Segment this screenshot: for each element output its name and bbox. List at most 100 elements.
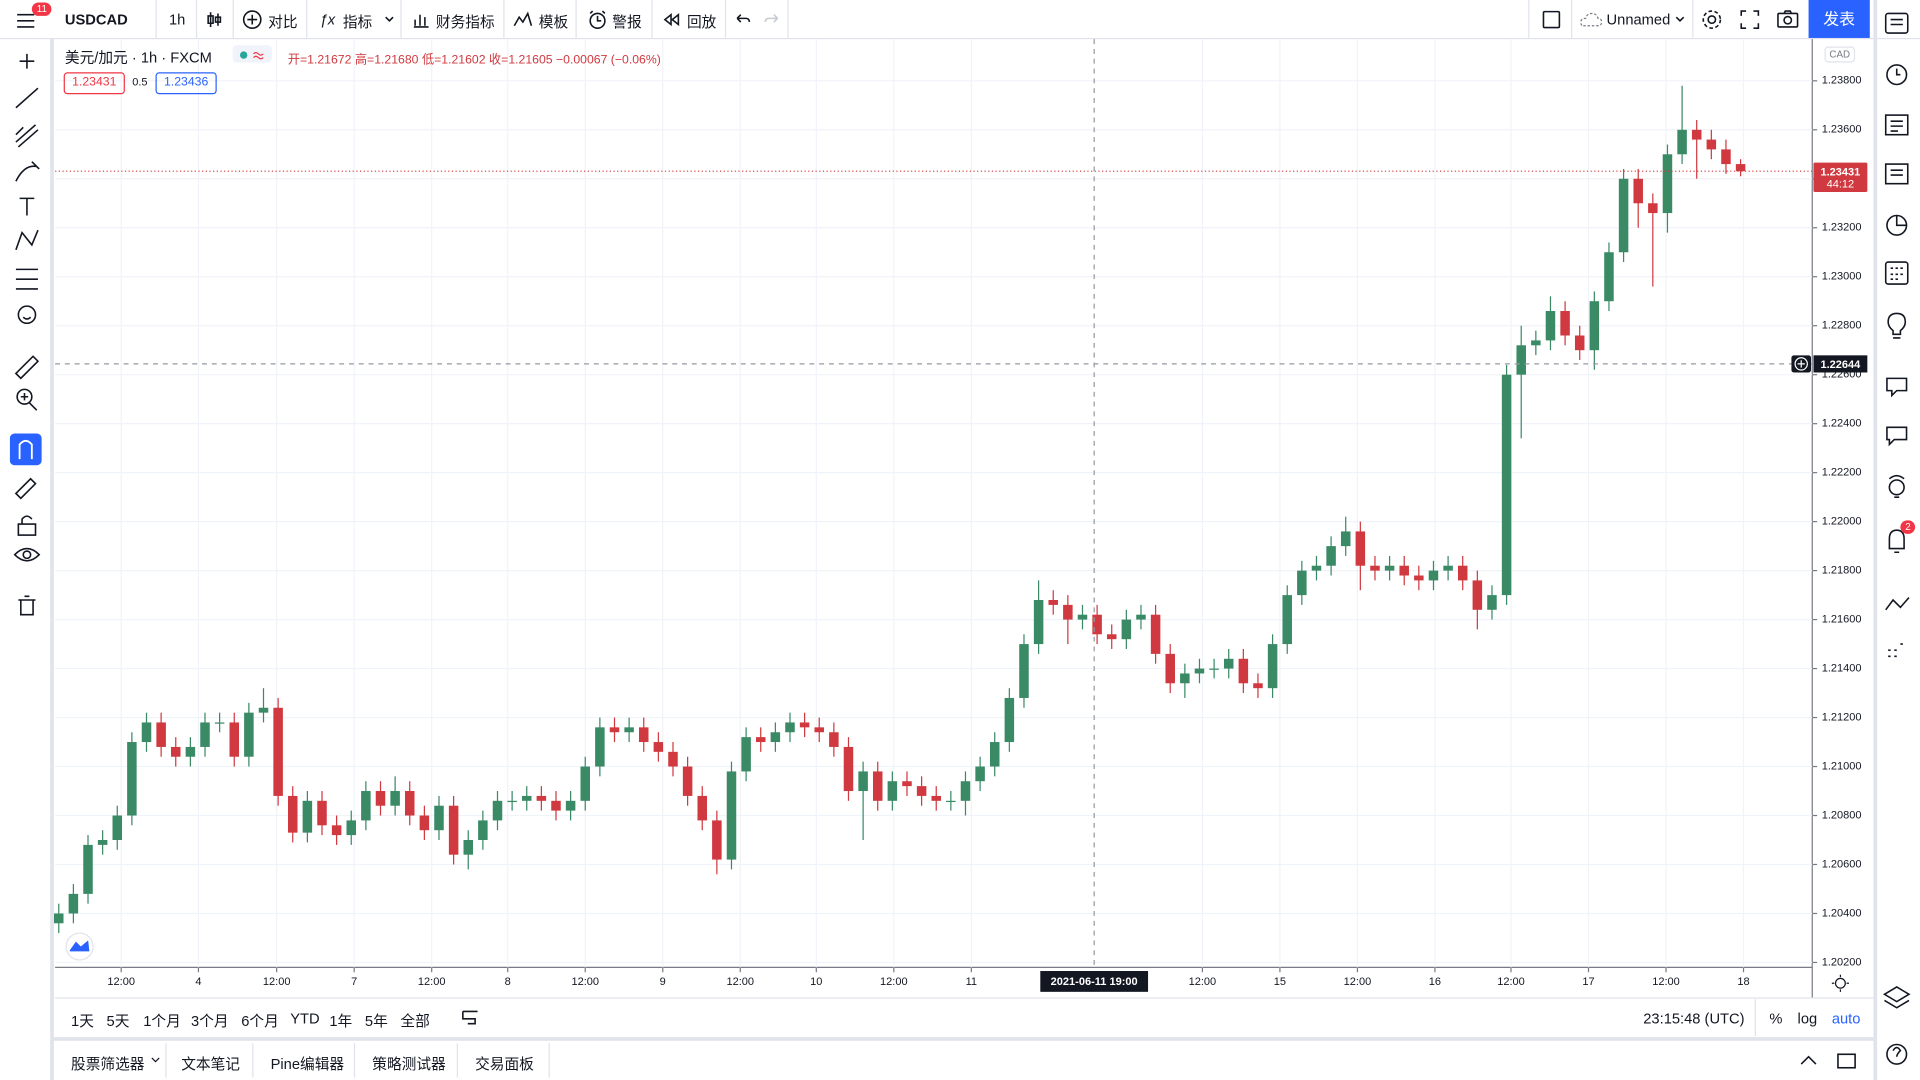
- candle-body: [1457, 565, 1468, 581]
- screenshot-icon[interactable]: [1777, 9, 1799, 29]
- candle-body: [1340, 531, 1351, 547]
- y-tick-label: 1.21200: [1822, 711, 1862, 723]
- alert-icon[interactable]: [587, 9, 609, 31]
- candle-body: [1428, 570, 1439, 581]
- candle-body: [273, 707, 283, 796]
- fx-icon: ƒx: [319, 11, 336, 29]
- auto-toggle[interactable]: auto: [1831, 1010, 1861, 1028]
- last-price-box: [1813, 162, 1868, 192]
- menu-icon[interactable]: [15, 10, 39, 30]
- y-tick-label: 1.21400: [1822, 662, 1862, 674]
- candle-body: [1223, 658, 1234, 669]
- panel-tab[interactable]: Pine编辑器: [270, 1055, 345, 1073]
- legend-title: 美元/加元 · 1h · FXCM: [64, 48, 212, 67]
- range-button[interactable]: 5天: [106, 1012, 130, 1030]
- x-tick-label: 18: [1737, 976, 1749, 988]
- range-button[interactable]: 1年: [329, 1012, 353, 1030]
- settings-icon[interactable]: [1701, 9, 1723, 31]
- candle-body: [68, 893, 79, 914]
- percent-toggle[interactable]: %: [1769, 1010, 1783, 1028]
- y-tick-label: 1.20800: [1822, 809, 1862, 821]
- crosshair-price-label: 1.22644: [1820, 359, 1861, 371]
- candle-body: [638, 727, 649, 743]
- x-tick-label: 12:00: [1652, 976, 1680, 988]
- candle-body: [536, 795, 547, 801]
- compare[interactable]: 对比: [268, 13, 298, 31]
- select-icon[interactable]: [1542, 10, 1562, 30]
- templates-icon[interactable]: [513, 10, 533, 30]
- candle-body: [448, 805, 459, 855]
- dropdown-icon[interactable]: [149, 1056, 161, 1066]
- x-tick-label: 8: [505, 976, 511, 988]
- indicators[interactable]: 指标: [342, 13, 373, 31]
- candle-body: [1048, 600, 1058, 605]
- countdown: 44:12: [1827, 179, 1855, 191]
- candle-body: [1721, 149, 1731, 165]
- financials-icon[interactable]: [411, 10, 431, 30]
- replay[interactable]: 回放: [686, 13, 717, 31]
- y-tick-label: 1.20600: [1822, 858, 1862, 870]
- panel-tab[interactable]: 股票筛选器: [71, 1055, 145, 1073]
- date-range-icon[interactable]: [460, 1009, 480, 1026]
- candle-body: [960, 781, 971, 801]
- replay-icon[interactable]: [662, 11, 682, 28]
- x-tick-label: 12:00: [1189, 976, 1217, 988]
- financials[interactable]: 财务指标: [435, 13, 495, 31]
- candle-body: [1077, 614, 1088, 620]
- range-button[interactable]: 3个月: [191, 1012, 229, 1030]
- alert[interactable]: 警报: [612, 13, 642, 31]
- chart-type-icon[interactable]: [204, 10, 224, 30]
- interval[interactable]: 1h: [168, 11, 186, 29]
- fullscreen-icon[interactable]: [1740, 10, 1760, 30]
- candle-body: [127, 742, 137, 816]
- x-tick-label: 12:00: [880, 976, 908, 988]
- publish-button[interactable]: 发表: [1808, 0, 1870, 38]
- candle-body: [1267, 644, 1278, 689]
- candle-body: [1706, 139, 1717, 150]
- tab-divider: [456, 1043, 458, 1078]
- panel-controls[interactable]: [1799, 1051, 1872, 1071]
- log-toggle[interactable]: log: [1797, 1010, 1818, 1028]
- panel-tab[interactable]: 策略测试器: [372, 1055, 446, 1073]
- range-button[interactable]: 全部: [400, 1012, 430, 1030]
- buy-button[interactable]: 1.23436: [155, 72, 217, 95]
- range-button[interactable]: 1天: [71, 1012, 94, 1030]
- range-button[interactable]: YTD: [290, 1010, 320, 1028]
- undo-redo-icons[interactable]: [733, 11, 782, 28]
- panel-tab[interactable]: 文本笔记: [181, 1055, 241, 1073]
- range-button[interactable]: 1个月: [143, 1012, 181, 1030]
- y-tick-label: 1.22400: [1822, 418, 1862, 430]
- panel-tab[interactable]: 交易面板: [475, 1055, 534, 1073]
- logo-mark: [69, 940, 90, 952]
- candle-body: [1487, 595, 1497, 610]
- candle-body: [1019, 644, 1029, 698]
- sell-button[interactable]: 1.23431: [63, 72, 125, 95]
- axis-settings-icon[interactable]: [1831, 974, 1849, 992]
- y-tick-label: 1.21000: [1822, 760, 1862, 772]
- layout-name[interactable]: Unnamed: [1606, 11, 1671, 29]
- dropdown-icon[interactable]: [1674, 15, 1686, 25]
- candle-body: [244, 712, 254, 757]
- range-button[interactable]: 5年: [364, 1012, 388, 1030]
- drawing-tools[interactable]: [9, 47, 44, 623]
- symbol[interactable]: USDCAD: [64, 11, 128, 29]
- compare-icon[interactable]: [242, 10, 262, 30]
- candle-body: [1004, 697, 1015, 743]
- candle-body: [902, 781, 912, 787]
- x-tick-label: 9: [660, 976, 666, 988]
- y-tick-label: 1.23800: [1822, 75, 1862, 87]
- candle-body: [741, 737, 751, 772]
- templates[interactable]: 模板: [538, 13, 569, 31]
- range-button[interactable]: 6个月: [241, 1012, 279, 1030]
- widget-bar-icons[interactable]: [1882, 7, 1914, 1072]
- spread: 0.5: [132, 75, 148, 89]
- dropdown-icon[interactable]: [383, 15, 395, 25]
- candle-body: [858, 771, 868, 792]
- candle-body: [287, 795, 298, 833]
- candle-body: [361, 791, 371, 821]
- candle-body: [229, 722, 240, 757]
- candle-body: [814, 727, 824, 733]
- candle-body: [419, 815, 430, 831]
- candle-body: [843, 746, 854, 792]
- candle-body: [1326, 546, 1336, 566]
